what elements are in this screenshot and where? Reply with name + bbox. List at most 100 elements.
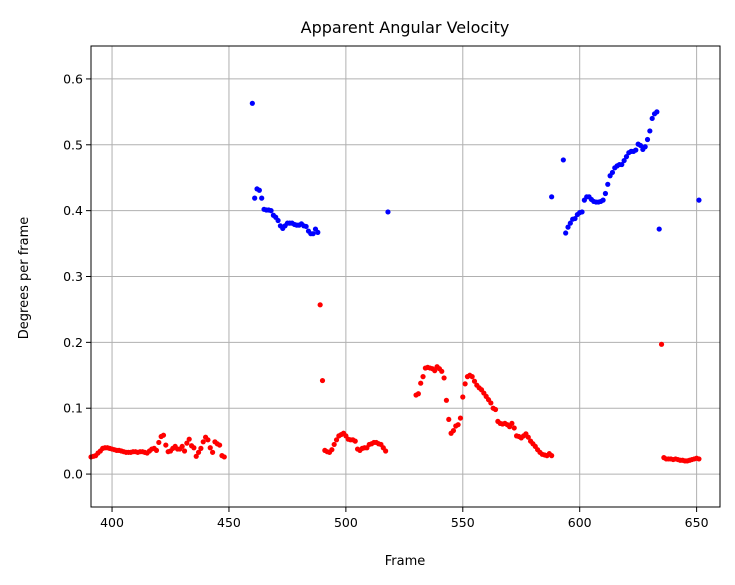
data-point: [560, 157, 566, 163]
data-point: [602, 190, 609, 197]
data-point: [432, 368, 438, 374]
data-point: [460, 394, 466, 400]
data-point: [275, 217, 281, 224]
y-axis: 0.0 0.1 0.2 0.3 0.4 0.5 0.6: [63, 71, 91, 482]
data-point: [252, 195, 258, 201]
data-point: [637, 142, 644, 149]
data-point: [619, 161, 625, 168]
data-point: [207, 445, 213, 451]
data-point: [471, 378, 478, 384]
data-point: [621, 157, 627, 164]
data-point: [221, 454, 227, 460]
data-point: [696, 456, 702, 462]
data-point: [457, 415, 464, 421]
data-point: [315, 229, 321, 235]
data-point: [649, 115, 655, 122]
data-point: [160, 432, 167, 438]
data-point: [319, 377, 326, 384]
data-point: [195, 449, 202, 455]
data-point: [329, 447, 335, 453]
y-tick-label: 0.1: [63, 401, 83, 416]
data-point: [317, 302, 323, 308]
data-point: [186, 436, 192, 442]
x-tick-label: 400: [100, 515, 124, 530]
series-2: [88, 302, 702, 464]
x-tick-label: 600: [568, 515, 592, 530]
data-point: [623, 154, 630, 160]
data-point: [333, 437, 340, 443]
data-point: [443, 397, 450, 403]
data-point: [658, 341, 665, 347]
data-point: [385, 209, 391, 215]
x-tick-label: 650: [685, 515, 709, 530]
data-point: [383, 448, 389, 454]
data-point: [441, 375, 447, 381]
x-tick-label: 500: [334, 515, 358, 530]
data-point: [654, 109, 660, 115]
data-point: [209, 449, 216, 455]
data-point: [549, 453, 555, 459]
data-point: [256, 187, 262, 193]
data-point: [352, 438, 358, 444]
chart-title: Apparent Angular Velocity: [301, 18, 510, 37]
x-tick-label: 450: [217, 515, 241, 530]
data-point: [205, 437, 211, 443]
data-point: [439, 368, 445, 374]
y-tick-label: 0.4: [63, 203, 83, 218]
data-point: [469, 374, 475, 380]
data-point: [462, 381, 468, 387]
data-point: [605, 181, 611, 187]
data-point: [509, 420, 515, 426]
data-point: [446, 416, 452, 423]
y-axis-label: Degrees per frame: [17, 217, 32, 340]
data-point: [198, 445, 204, 451]
data-point: [450, 428, 457, 434]
y-tick-label: 0.5: [63, 137, 83, 152]
y-tick-label: 0.0: [63, 467, 83, 482]
data-point: [181, 448, 188, 454]
data-point: [217, 442, 223, 448]
data-point: [647, 128, 653, 134]
data-point: [579, 209, 585, 215]
data-point: [549, 194, 555, 200]
data-point: [642, 144, 648, 150]
series-1: [249, 100, 702, 237]
data-point: [200, 439, 206, 445]
data-point: [644, 136, 651, 143]
data-point: [331, 441, 337, 448]
y-tick-label: 0.6: [63, 71, 83, 86]
data-point: [249, 100, 255, 106]
data-points: [88, 100, 702, 464]
data-point: [156, 439, 162, 446]
data-point: [455, 422, 461, 428]
data-point: [179, 443, 185, 450]
data-point: [184, 440, 190, 446]
data-point: [310, 231, 316, 237]
y-tick-label: 0.3: [63, 269, 83, 284]
data-point: [303, 223, 309, 230]
data-point: [696, 197, 702, 203]
data-point: [153, 447, 160, 453]
data-point: [193, 453, 199, 459]
grid: [91, 46, 720, 507]
data-point: [567, 220, 573, 226]
data-point: [488, 400, 494, 406]
data-point: [633, 147, 639, 153]
data-point: [525, 434, 531, 440]
data-point: [259, 195, 265, 201]
data-point: [511, 425, 517, 431]
data-point: [565, 224, 571, 230]
data-point: [415, 391, 421, 397]
data-point: [420, 374, 426, 380]
data-point: [656, 226, 662, 232]
data-point: [268, 208, 274, 214]
x-tick-label: 550: [451, 515, 475, 530]
data-point: [609, 169, 616, 176]
data-point: [600, 197, 606, 203]
x-axis-label: Frame: [385, 554, 426, 569]
x-axis: 400 450 500 550 600 650: [100, 507, 709, 530]
data-point: [191, 445, 197, 451]
data-point: [563, 230, 569, 236]
data-point: [492, 406, 499, 413]
